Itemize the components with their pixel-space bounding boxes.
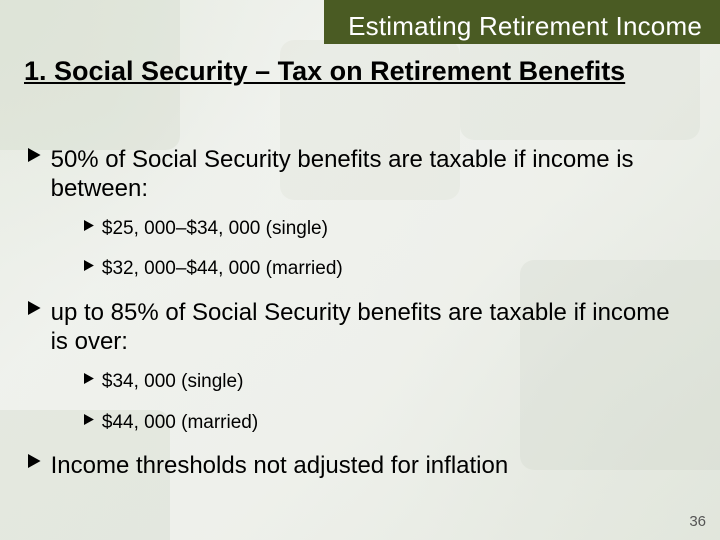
slide-title: Estimating Retirement Income: [348, 13, 702, 40]
bullet-icon: [84, 371, 94, 389]
slide-subtitle: 1. Social Security – Tax on Retirement B…: [24, 56, 625, 88]
triangle-bullet-icon: [84, 414, 94, 425]
bullet-level2: $25, 000–$34, 000 (single): [84, 218, 692, 241]
triangle-bullet-icon: [28, 454, 41, 468]
slide-body: 50% of Social Security benefits are taxa…: [28, 140, 692, 485]
bullet-level1: up to 85% of Social Security benefits ar…: [28, 299, 692, 357]
slide: Estimating Retirement Income 1. Social S…: [0, 0, 720, 540]
bullet-icon: [84, 258, 94, 276]
triangle-bullet-icon: [84, 373, 94, 384]
bullet-level1: 50% of Social Security benefits are taxa…: [28, 146, 692, 204]
bullet-icon: [84, 412, 94, 430]
bullet-icon: [28, 454, 41, 473]
sub-bullet-text: $34, 000 (single): [102, 371, 244, 394]
bullet-icon: [28, 148, 41, 167]
bullet-text: Income thresholds not adjusted for infla…: [51, 452, 509, 481]
bullet-icon: [84, 218, 94, 236]
bullet-level1: Income thresholds not adjusted for infla…: [28, 452, 692, 481]
slide-number: 36: [689, 513, 706, 530]
triangle-bullet-icon: [28, 148, 41, 162]
triangle-bullet-icon: [84, 260, 94, 271]
sub-bullet-text: $44, 000 (married): [102, 412, 258, 435]
triangle-bullet-icon: [28, 301, 41, 315]
bullet-level2: $32, 000–$44, 000 (married): [84, 258, 692, 281]
sub-bullet-text: $32, 000–$44, 000 (married): [102, 258, 343, 281]
bullet-level2: $44, 000 (married): [84, 412, 692, 435]
sub-bullet-text: $25, 000–$34, 000 (single): [102, 218, 328, 241]
sub-bullets: $25, 000–$34, 000 (single) $32, 000–$44, …: [84, 218, 692, 282]
sub-bullets: $34, 000 (single) $44, 000 (married): [84, 371, 692, 435]
triangle-bullet-icon: [84, 220, 94, 231]
bullet-level2: $34, 000 (single): [84, 371, 692, 394]
bullet-text: up to 85% of Social Security benefits ar…: [51, 299, 692, 357]
slide-title-bar: Estimating Retirement Income: [324, 0, 720, 44]
bullet-icon: [28, 301, 41, 320]
bullet-text: 50% of Social Security benefits are taxa…: [51, 146, 692, 204]
